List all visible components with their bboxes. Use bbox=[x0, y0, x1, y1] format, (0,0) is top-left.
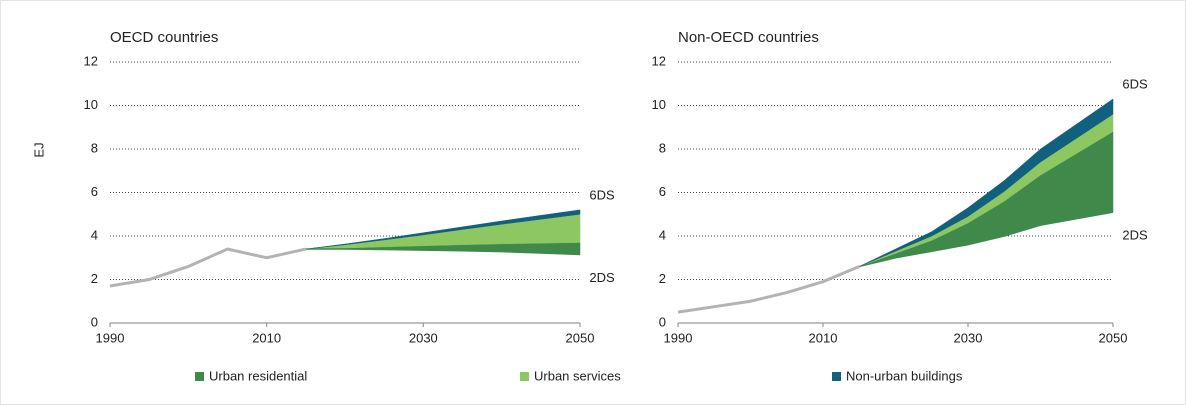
y-tick-label: 0 bbox=[91, 314, 98, 329]
x-tick-label: 2050 bbox=[1099, 330, 1128, 345]
y-tick-label: 2 bbox=[91, 271, 98, 286]
baseline-line bbox=[859, 211, 1114, 268]
y-tick-label: 8 bbox=[659, 140, 666, 155]
y-tick-label: 6 bbox=[659, 184, 666, 199]
history-line bbox=[109, 247, 307, 288]
scenario-label: 6DS bbox=[589, 187, 615, 202]
panel-title: OECD countries bbox=[110, 29, 218, 46]
x-tick-label: 1990 bbox=[96, 330, 125, 345]
y-tick-label: 10 bbox=[652, 97, 666, 112]
panel-title: Non-OECD countries bbox=[678, 29, 819, 46]
scenario-label: 2DS bbox=[589, 270, 615, 285]
scenario-label: 2DS bbox=[1122, 228, 1148, 243]
y-tick-label: 4 bbox=[659, 227, 666, 242]
legend-label: Non-urban buildings bbox=[846, 368, 963, 383]
legend-swatch bbox=[832, 372, 841, 381]
x-tick-label: 2030 bbox=[954, 330, 983, 345]
history-line bbox=[677, 265, 860, 314]
area-band bbox=[305, 209, 581, 250]
legend-label: Urban services bbox=[534, 368, 621, 383]
y-tick-label: 0 bbox=[659, 314, 666, 329]
legend-swatch bbox=[520, 372, 529, 381]
y-tick-label: 12 bbox=[84, 53, 98, 68]
x-tick-label: 1990 bbox=[664, 330, 693, 345]
legend-label: Urban residential bbox=[209, 368, 307, 383]
y-tick-label: 6 bbox=[91, 184, 98, 199]
scenario-label: 6DS bbox=[1122, 76, 1148, 91]
y-tick-label: 8 bbox=[91, 140, 98, 155]
x-tick-label: 2050 bbox=[566, 330, 595, 345]
x-tick-label: 2010 bbox=[809, 330, 838, 345]
y-tick-label: 10 bbox=[84, 97, 98, 112]
x-tick-label: 2010 bbox=[252, 330, 281, 345]
x-tick-label: 2030 bbox=[409, 330, 438, 345]
area-band bbox=[859, 98, 1114, 267]
legend-swatch bbox=[195, 372, 204, 381]
baseline-line bbox=[305, 248, 581, 256]
y-axis-label: EJ bbox=[31, 142, 46, 157]
y-tick-label: 12 bbox=[652, 53, 666, 68]
y-tick-label: 2 bbox=[659, 271, 666, 286]
y-tick-label: 4 bbox=[91, 227, 98, 242]
